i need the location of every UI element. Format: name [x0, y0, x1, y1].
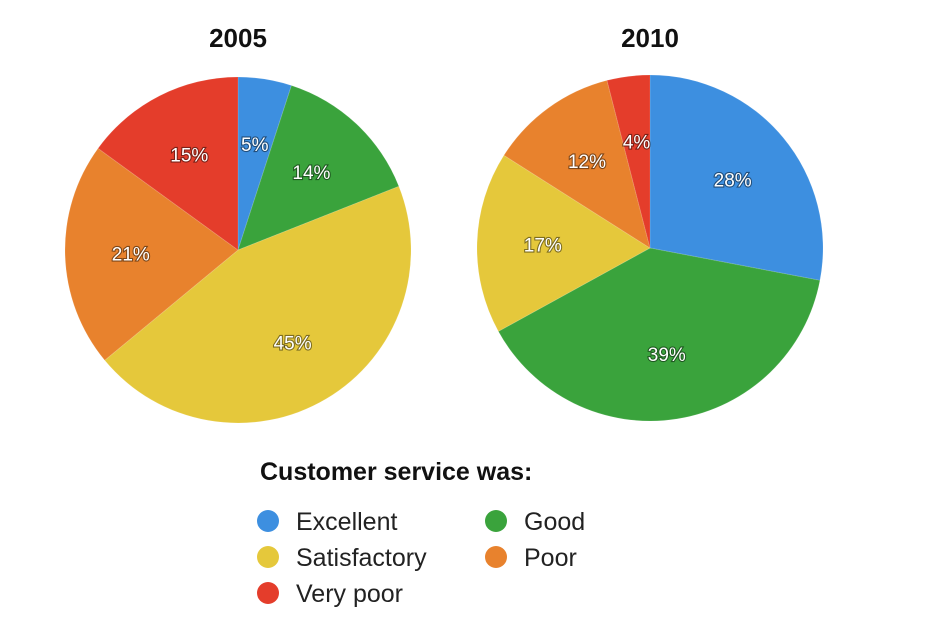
legend-label-good: Good — [524, 508, 585, 536]
pie-slice-good — [237, 84, 400, 251]
legend-swatch-good — [485, 510, 507, 532]
pie-title: 2005 — [209, 23, 267, 53]
legend-item-good: Good — [485, 508, 585, 536]
pie-label-excellent: 5% — [241, 135, 269, 156]
pie-slice-very-poor — [97, 76, 239, 251]
pie-chart-2005: 2005 5% 14% 45% 21% 15% — [64, 23, 412, 424]
pie-label-good: 14% — [292, 163, 330, 184]
legend-item-excellent: Excellent — [257, 508, 397, 536]
pie-slice-good — [497, 247, 821, 422]
legend-label-very-poor: Very poor — [296, 580, 403, 608]
legend-label-excellent: Excellent — [296, 508, 397, 536]
legend-swatch-satisfactory — [257, 546, 279, 568]
pie-label-poor: 12% — [568, 152, 606, 173]
pie-label-very-poor: 15% — [170, 145, 208, 166]
legend-swatch-excellent — [257, 510, 279, 532]
pie-slice-excellent — [649, 74, 824, 282]
legend-title: Customer service was: — [260, 458, 532, 486]
pie-label-poor: 21% — [112, 244, 150, 265]
pie-label-satisfactory: 17% — [524, 236, 562, 257]
pie-chart-2010: 2010 28% 39% 17% 12% 4% — [476, 23, 824, 422]
pie-slice-excellent — [237, 76, 293, 251]
pie-label-excellent: 28% — [714, 171, 752, 192]
pie-slice-poor — [64, 147, 239, 361]
pie-title: 2010 — [621, 23, 679, 53]
legend-item-satisfactory: Satisfactory — [257, 544, 427, 572]
pie-slice-satisfactory — [476, 154, 651, 333]
legend-swatch-poor — [485, 546, 507, 568]
pie-layer: 2005 5% 14% 45% 21% 15% 2010 28% 39% 17% 12% 4% — [64, 23, 824, 424]
legend-item-poor: Poor — [485, 544, 577, 572]
pie-slice-very-poor — [606, 74, 651, 249]
pie-slice-satisfactory — [103, 185, 412, 424]
legend-item-very-poor: Very poor — [257, 580, 403, 608]
pie-label-very-poor: 4% — [623, 133, 651, 154]
legend-label-poor: Poor — [524, 544, 577, 572]
pie-slice-poor — [503, 79, 651, 250]
pie-label-satisfactory: 45% — [274, 333, 312, 354]
legend-swatch-very-poor — [257, 582, 279, 604]
legend-label-satisfactory: Satisfactory — [296, 544, 427, 572]
legend: Customer service was: Excellent Good Sat… — [257, 458, 585, 608]
pie-label-good: 39% — [648, 345, 686, 366]
